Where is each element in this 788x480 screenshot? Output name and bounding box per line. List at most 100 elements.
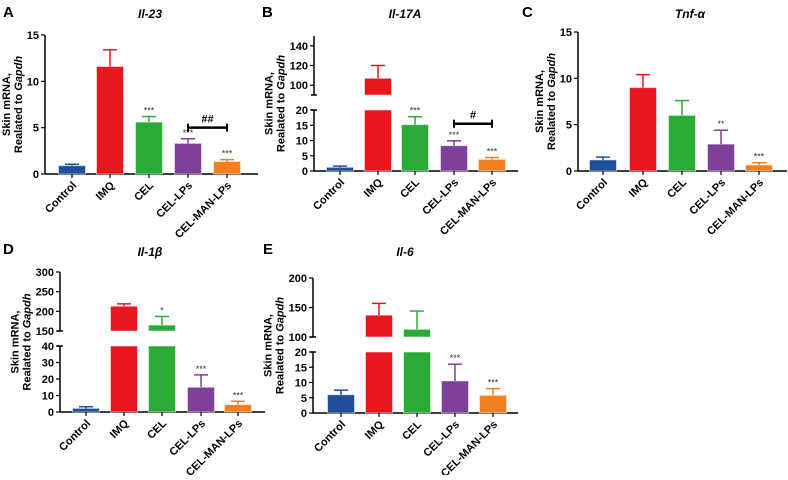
panel-a: A Il-23 Skin mRNA,Realated to Gapdh 0 5 10 15 C… (1, 4, 258, 241)
bar-control (58, 165, 86, 175)
panel-letter: C (522, 4, 533, 21)
bar-control (72, 407, 100, 413)
bar-cel-man-lps (213, 160, 241, 175)
y-tick-label: 10 (560, 73, 572, 85)
y-label-line1: Skin mRNA, (10, 311, 22, 374)
y-tick-label: 10 (27, 76, 39, 88)
significance-label: *** (144, 106, 155, 116)
y-label-line1: Skin mRNA, (263, 314, 275, 377)
y-label-gene: Gapdh (275, 297, 287, 332)
y-tick-label: 5 (33, 123, 39, 135)
y-tick-label: 140 (290, 41, 308, 53)
y-tick-label: 5 (302, 151, 308, 163)
y-tick-label: 250 (36, 287, 54, 299)
bar-cel (668, 114, 696, 172)
bar-control (327, 394, 355, 414)
y-label-line1: Skin mRNA, (264, 72, 276, 135)
bar-imq (365, 351, 393, 414)
bracket-label: ## (201, 114, 213, 126)
x-tick-label: Control (312, 419, 348, 455)
significance-label: *** (754, 152, 765, 162)
y-axis-label: Skin mRNA,Realated to Gapdh (264, 55, 288, 152)
bar-cel (148, 324, 176, 332)
y-tick-label: 20 (296, 105, 308, 117)
bar-cel (401, 124, 429, 172)
bar-cel-man-lps (479, 394, 507, 414)
y-tick-label: 300 (36, 267, 54, 279)
x-tick-label: IMQ (363, 418, 386, 441)
y-tick-label: 0 (48, 407, 54, 419)
significance-label: *** (222, 149, 233, 159)
bar-control (589, 159, 617, 172)
y-tick-label: 10 (296, 136, 308, 148)
y-tick-label: 0 (566, 166, 572, 178)
bar-imq (365, 314, 393, 338)
bar-cel (403, 351, 431, 414)
y-tick-label: 150 (36, 326, 54, 338)
panel-letter: D (3, 241, 14, 258)
x-tick-label: CEL (398, 176, 422, 200)
y-label-line2: Realated to (22, 328, 34, 390)
x-tick-label: CEL (665, 176, 689, 200)
x-tick-label: IMQ (627, 176, 650, 199)
y-tick-label: 15 (560, 27, 572, 39)
y-tick-label: 100 (289, 332, 307, 344)
bar-imq (364, 109, 392, 172)
bar-cel-man-lps (478, 158, 506, 172)
significance-label: *** (410, 106, 421, 116)
bar-cel-man-lps (745, 164, 773, 172)
significance-label: *** (196, 364, 207, 374)
chart-title: Il-1β (138, 245, 163, 259)
y-tick-label: 150 (289, 303, 307, 315)
significance-label: * (160, 305, 164, 315)
y-label-gene: Gapdh (546, 53, 558, 88)
y-label-gene: Gapdh (276, 55, 288, 90)
bar-cel-man-lps (224, 404, 252, 413)
bar-imq (110, 305, 138, 332)
bar-control (326, 166, 354, 172)
y-label-gene: Gapdh (13, 56, 25, 91)
significance-label: *** (449, 130, 460, 140)
significance-label: *** (183, 128, 194, 138)
bar-cel (148, 345, 176, 413)
y-tick-label: 40 (42, 341, 54, 353)
y-label-line2: Realated to (546, 88, 558, 150)
chart-title: Tnf-α (675, 7, 706, 21)
y-axis-label: Skin mRNA,Realated to Gapdh (263, 297, 287, 394)
y-tick-label: 15 (295, 362, 307, 374)
y-axis-label: Skin mRNA,Realated to Gapdh (1, 56, 25, 153)
significance-label: ** (717, 119, 725, 129)
panel-letter: B (262, 4, 273, 21)
bar-cel (135, 121, 163, 175)
y-label-line1: Skin mRNA, (1, 73, 13, 136)
bar-cel-lps (441, 380, 469, 414)
significance-label: *** (450, 353, 461, 363)
y-label-line1: Skin mRNA, (534, 70, 546, 133)
panel-d: D Il-1β Skin mRNA,Realated to Gapdh 0 10 20 30… (3, 241, 265, 479)
x-tick-label: CEL (145, 417, 169, 441)
bracket-label: # (470, 110, 476, 122)
panel-b: B Il-17A Skin mRNA,Realated to Gapdh 0 5 10 15… (262, 4, 518, 238)
y-tick-label: 100 (290, 80, 308, 92)
y-tick-label: 10 (295, 378, 307, 390)
significance-label: *** (488, 378, 499, 388)
x-tick-label: Control (574, 177, 610, 213)
y-tick-label: 0 (302, 166, 308, 178)
y-tick-label: 200 (289, 273, 307, 285)
x-tick-label: CEL-LPs (154, 180, 195, 221)
x-tick-label: IMQ (108, 417, 131, 440)
bar-imq (629, 87, 657, 172)
y-tick-label: 5 (566, 120, 572, 132)
bar-cel-lps (174, 142, 202, 175)
bar-imq (110, 345, 138, 413)
bar-cel-lps (707, 143, 735, 172)
x-tick-label: CEL (132, 179, 156, 203)
panel-e: E Il-6 Skin mRNA,Realated to Gapdh 0 5 10 15 20… (263, 241, 518, 480)
y-tick-label: 0 (301, 408, 307, 420)
panel-letter: E (263, 241, 273, 258)
bar-cel-lps (440, 145, 468, 172)
y-tick-label: 120 (290, 61, 308, 73)
x-tick-label: Control (57, 418, 93, 454)
y-tick-label: 20 (295, 347, 307, 359)
